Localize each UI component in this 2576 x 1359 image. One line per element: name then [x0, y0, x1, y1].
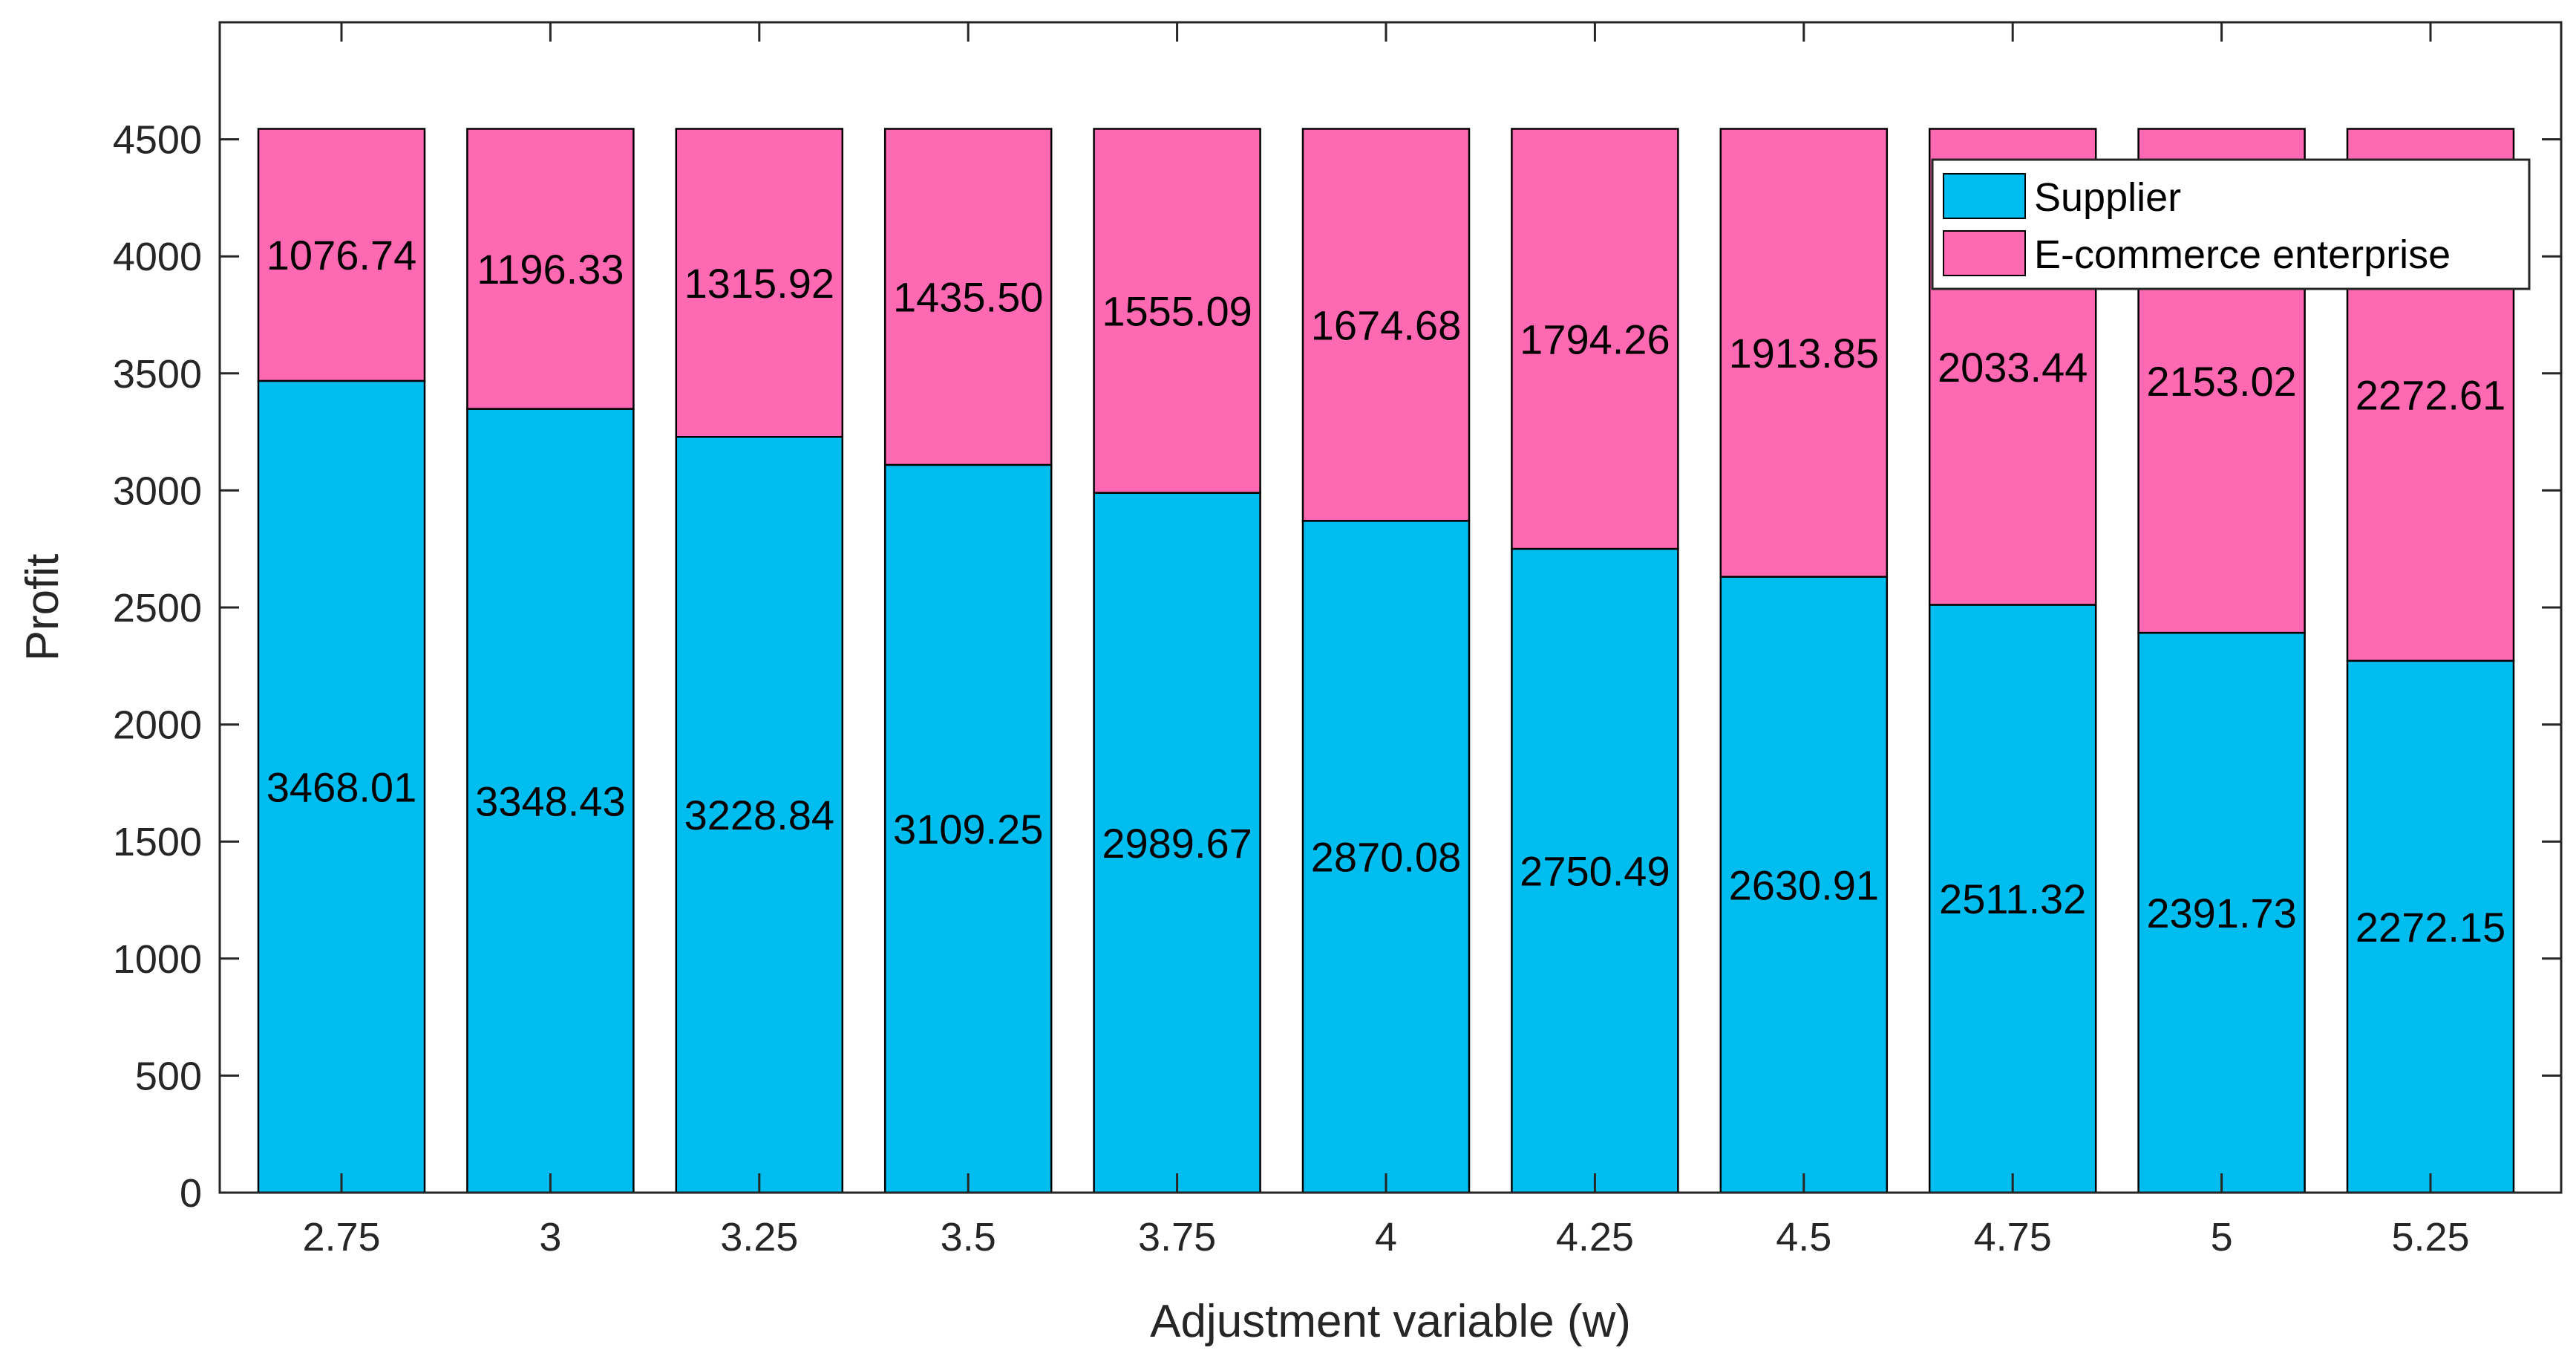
- bar-ecommerce-4.5: [1719, 128, 1889, 578]
- data-label-supplier-5.25: 2272.15: [2356, 904, 2505, 951]
- data-label-ecommerce-4.25: 1794.26: [1520, 316, 1670, 362]
- bar-ecommerce-4.25: [1511, 128, 1679, 550]
- y-tick-label-2000: 2000: [113, 703, 202, 748]
- legend-label-supplier: Supplier: [2034, 175, 2181, 220]
- data-label-supplier-4: 2870.08: [1311, 834, 1461, 881]
- x-tick-label-4: 4: [1375, 1215, 1397, 1259]
- data-label-supplier-4.25: 2750.49: [1520, 848, 1670, 895]
- y-tick-label-4000: 4000: [113, 235, 202, 279]
- x-tick-label-5.25: 5.25: [2391, 1215, 2469, 1259]
- data-labels-layer: 3468.01 1076.74 3348.43 1196.33 3228.84 1315.…: [267, 232, 2505, 951]
- bar-ecommerce-3: [466, 128, 635, 410]
- bar-supplier-4.75: [1928, 604, 2097, 1194]
- data-label-ecommerce-3.5: 1435.50: [893, 274, 1043, 321]
- legend-label-ecommerce: E-commerce enterprise: [2034, 232, 2451, 277]
- y-tick-label-2500: 2500: [113, 586, 202, 630]
- x-tick-label-3.25: 3.25: [720, 1215, 798, 1259]
- bar-supplier-5: [2137, 631, 2306, 1194]
- bars-layer: [257, 128, 2515, 1194]
- y-tick-label-1500: 1500: [113, 820, 202, 864]
- bar-ecommerce-2.75: [257, 128, 426, 382]
- data-label-supplier-4.75: 2511.32: [1939, 876, 2086, 922]
- data-label-supplier-5: 2391.73: [2146, 890, 2296, 936]
- bar-supplier-2.75: [257, 379, 426, 1194]
- x-tick-label-4.5: 4.5: [1776, 1215, 1831, 1259]
- legend-box: [1931, 158, 2531, 290]
- y-tick-label-3500: 3500: [113, 352, 202, 397]
- bar-supplier-5.25: [2346, 659, 2515, 1194]
- legend-swatch-supplier: [1943, 173, 2026, 219]
- legend: Supplier E-commerce enterprise: [1931, 158, 2531, 290]
- x-axis-label: Adjustment variable (w): [1150, 1296, 1631, 1347]
- data-label-ecommerce-4.75: 2033.44: [1938, 344, 2088, 391]
- x-tick-label-2.75: 2.75: [302, 1215, 380, 1259]
- x-tick-label-3.5: 3.5: [941, 1215, 996, 1259]
- bar-supplier-3.5: [883, 463, 1053, 1194]
- bar-supplier-4.5: [1719, 576, 1889, 1194]
- bar-supplier-3.75: [1093, 492, 1261, 1194]
- data-label-ecommerce-3.75: 1555.09: [1102, 288, 1252, 335]
- y-axis-label: Profit: [17, 554, 68, 662]
- data-label-supplier-3.25: 3228.84: [684, 792, 834, 838]
- x-tick-label-3.75: 3.75: [1138, 1215, 1216, 1259]
- data-label-ecommerce-3.25: 1315.92: [684, 260, 834, 307]
- bar-ecommerce-3.5: [883, 128, 1053, 466]
- x-tick-label-4.25: 4.25: [1556, 1215, 1634, 1259]
- bar-ecommerce-3.75: [1093, 128, 1261, 494]
- x-axis: 2.75 3 3.25 3.5 3.75 4 4.25 4.5 4.75 5 5.25: [302, 22, 2470, 1259]
- data-label-ecommerce-5.25: 2272.61: [2356, 372, 2505, 419]
- y-axis: 0 500 1000 1500 2000 2500 3000 3500 4000 4500: [113, 118, 2561, 1216]
- x-tick-label-3: 3: [539, 1215, 561, 1259]
- data-label-supplier-4.5: 2630.91: [1729, 861, 1879, 908]
- data-label-ecommerce-4: 1674.68: [1311, 302, 1461, 348]
- data-label-ecommerce-3: 1196.33: [477, 246, 624, 293]
- bar-supplier-3: [466, 408, 635, 1194]
- y-tick-label-4500: 4500: [113, 118, 202, 163]
- y-tick-label-3000: 3000: [113, 469, 202, 513]
- data-label-supplier-3: 3348.43: [475, 778, 625, 824]
- data-label-supplier-3.75: 2989.67: [1102, 820, 1252, 867]
- data-label-ecommerce-5: 2153.02: [2146, 358, 2296, 405]
- data-label-ecommerce-2.75: 1076.74: [267, 232, 416, 278]
- bar-ecommerce-4: [1301, 128, 1471, 522]
- y-tick-label-500: 500: [135, 1054, 202, 1098]
- x-tick-label-4.75: 4.75: [1974, 1215, 2052, 1259]
- data-label-supplier-3.5: 3109.25: [893, 806, 1043, 853]
- y-tick-label-0: 0: [180, 1171, 202, 1216]
- data-label-ecommerce-4.5: 1913.85: [1729, 330, 1879, 377]
- y-tick-label-1000: 1000: [113, 937, 202, 982]
- bar-supplier-4.25: [1511, 547, 1679, 1194]
- data-label-supplier-2.75: 3468.01: [267, 763, 416, 810]
- legend-swatch-ecommerce: [1943, 230, 2026, 276]
- bar-ecommerce-3.25: [675, 128, 844, 438]
- x-tick-label-5: 5: [2211, 1215, 2233, 1259]
